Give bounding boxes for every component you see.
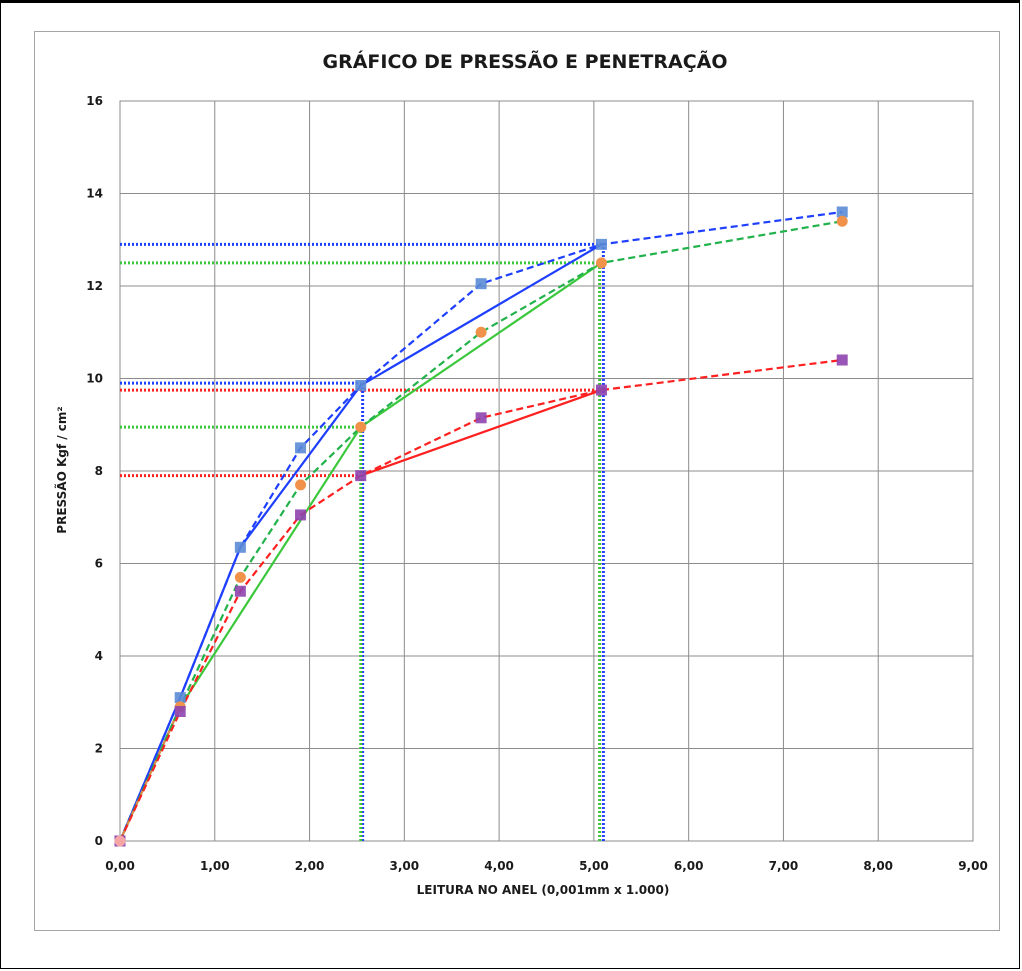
x-tick-label: 3,00 [390,859,420,873]
series-line [118,220,843,842]
data-point [475,278,487,290]
y-tick-label: 12 [86,279,103,293]
data-point [234,541,246,553]
series-line [119,358,843,842]
x-tick-label: 7,00 [769,859,799,873]
data-point [295,509,307,521]
y-tick-label: 4 [95,649,103,663]
x-tick-label: 5,00 [579,859,609,873]
x-tick-label: 9,00 [958,859,988,873]
data-point [836,354,848,366]
y-tick-label: 2 [95,742,103,756]
origin-point [114,835,126,847]
data-point [595,257,607,269]
y-tick-label: 6 [95,557,103,571]
y-tick-label: 10 [86,372,103,386]
data-point [234,571,246,583]
y-axis-label: PRESSÃO Kgf / cm² [54,406,69,533]
markers-group [114,206,848,847]
x-tick-label: 6,00 [674,859,704,873]
y-tick-label: 14 [86,187,103,201]
y-tick-label: 8 [95,464,103,478]
x-tick-labels: 0,00 1,00 2,00 3,00 4,00 5,00 6,00 7,00 8,00 9,00 [105,859,988,873]
data-point [836,206,848,218]
grid [119,100,974,842]
y-tick-labels: 0 2 4 6 8 10 12 14 16 [86,94,103,848]
data-point [295,442,307,454]
data-point [174,706,186,717]
data-point [836,215,848,227]
data-point [595,384,607,396]
data-point [234,585,246,597]
x-tick-label: 0,00 [105,859,135,873]
data-point [295,479,307,491]
data-point [475,326,487,338]
series-line [360,389,602,477]
data-point [475,412,487,424]
x-tick-label: 2,00 [295,859,325,873]
x-tick-label: 8,00 [863,859,893,873]
data-point [174,692,186,704]
series-group [118,210,843,842]
y-tick-label: 0 [95,834,103,848]
data-point [355,421,367,433]
y-tick-label: 16 [86,94,103,108]
x-tick-label: 4,00 [484,859,514,873]
series-line [118,210,843,842]
x-tick-label: 1,00 [200,859,230,873]
x-axis-label: LEITURA NO ANEL (0,001mm x 1.000) [417,883,670,897]
data-point [355,470,367,482]
data-point [595,238,607,250]
chart-title: GRÁFICO DE PRESSÃO E PENETRAÇÃO [322,49,727,73]
data-point [355,379,367,391]
